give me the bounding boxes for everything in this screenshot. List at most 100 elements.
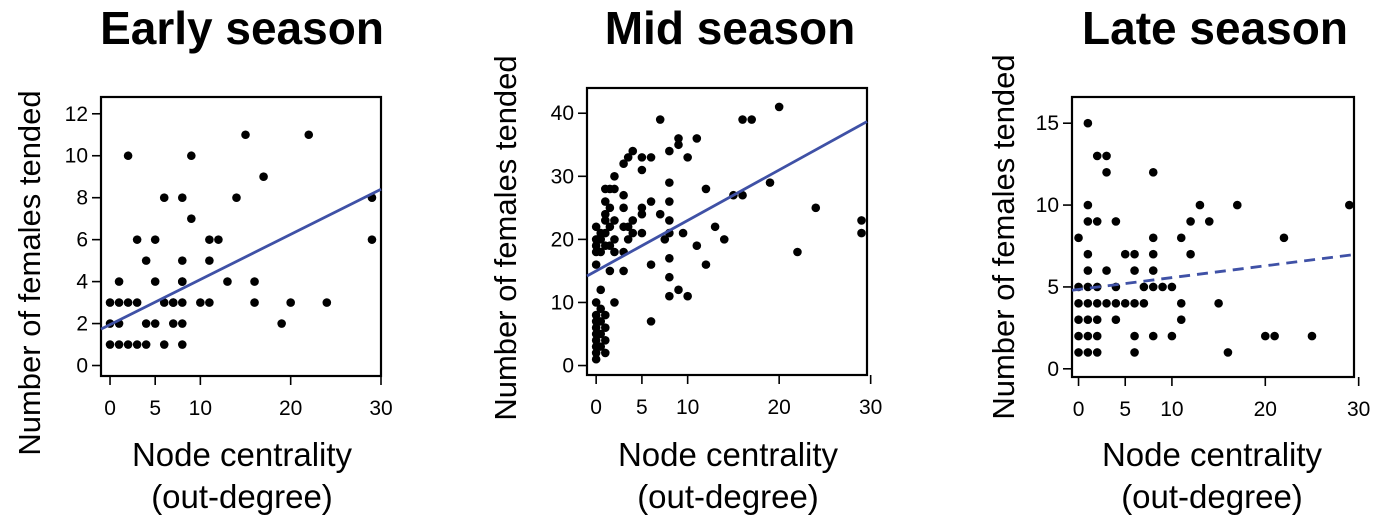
data-point	[177, 256, 187, 265]
y-tick-label: 0	[1047, 358, 1059, 381]
data-point	[1139, 299, 1149, 308]
plot-frame	[1070, 95, 1356, 379]
data-point	[601, 336, 610, 345]
data-point	[646, 260, 656, 269]
chart-title: Mid season	[605, 2, 856, 54]
data-point	[701, 260, 711, 269]
data-point	[141, 340, 151, 349]
data-point	[710, 222, 720, 232]
data-point	[637, 209, 647, 219]
data-points	[1074, 118, 1354, 357]
data-point	[619, 159, 628, 168]
mid-season-chart: Mid season Number of females tended Node…	[488, 2, 882, 515]
data-point	[132, 235, 142, 244]
data-point	[1139, 282, 1149, 292]
data-point	[619, 203, 628, 213]
x-tick-label: 0	[590, 396, 602, 419]
early-season-chart: Early season Number of females tended No…	[12, 2, 393, 515]
x-axis-label-line1: Node centrality	[618, 436, 839, 473]
axis-ticks: 0 5 10 20 30 0 2 4 6 8 10 12	[65, 103, 393, 420]
data-point	[214, 235, 223, 244]
data-point	[610, 172, 619, 181]
data-point	[701, 184, 711, 194]
data-point	[141, 319, 151, 328]
y-tick-label: 0	[76, 355, 88, 378]
y-tick-label: 8	[76, 187, 88, 210]
x-tick-label: 20	[1254, 398, 1277, 421]
data-point	[665, 197, 674, 206]
x-tick-label: 5	[1119, 398, 1131, 421]
data-point	[250, 277, 259, 286]
data-point	[1223, 348, 1233, 357]
data-point	[150, 235, 160, 244]
data-point	[1195, 200, 1205, 210]
fit-line	[100, 188, 382, 331]
data-point	[1083, 118, 1093, 128]
x-tick-label: 0	[1073, 398, 1085, 421]
data-point	[1092, 315, 1102, 324]
y-tick-label: 10	[551, 291, 574, 314]
data-point	[591, 354, 601, 364]
data-point	[619, 190, 628, 200]
data-point	[591, 222, 601, 232]
y-tick-label: 0	[562, 355, 574, 378]
data-point	[1111, 315, 1121, 324]
data-point	[605, 222, 615, 232]
data-point	[1232, 200, 1242, 210]
data-point	[1083, 249, 1093, 259]
data-point	[177, 298, 187, 307]
data-point	[738, 115, 747, 124]
data-point	[1102, 266, 1111, 275]
data-point	[1102, 151, 1111, 161]
data-point	[1092, 348, 1102, 357]
data-point	[1130, 299, 1139, 308]
data-point	[187, 214, 196, 223]
data-point	[1167, 331, 1177, 341]
data-point	[605, 241, 615, 250]
y-tick-label: 6	[76, 229, 88, 252]
x-tick-label: 0	[104, 397, 116, 420]
data-point	[655, 209, 665, 219]
data-point	[692, 241, 702, 250]
data-point	[596, 329, 606, 339]
data-point	[1148, 282, 1158, 292]
x-tick-label: 30	[859, 396, 882, 419]
data-point	[683, 153, 692, 162]
x-tick-label: 30	[1347, 398, 1370, 421]
data-point	[591, 298, 601, 307]
data-point	[601, 209, 610, 219]
data-point	[623, 153, 633, 162]
data-point	[601, 228, 610, 238]
data-point	[665, 216, 674, 225]
chart-title: Early season	[100, 2, 384, 54]
panel-mid-season: Mid season Number of females tended Node…	[460, 0, 920, 520]
data-point	[646, 317, 656, 326]
data-point	[1148, 168, 1158, 177]
data-point	[1279, 233, 1289, 243]
data-point	[114, 298, 124, 307]
data-point	[177, 193, 187, 202]
panel-late-season: Late season Number of females tended Nod…	[920, 0, 1380, 520]
data-point	[159, 193, 169, 202]
data-point	[105, 340, 115, 349]
data-point	[1148, 331, 1158, 341]
x-tick-label: 20	[767, 396, 790, 419]
data-point	[1083, 266, 1093, 275]
data-point	[1083, 331, 1093, 341]
data-point	[596, 304, 606, 314]
data-point	[596, 285, 606, 295]
data-point	[141, 256, 151, 265]
data-point	[591, 323, 601, 332]
data-point	[857, 216, 866, 225]
data-point	[637, 165, 647, 175]
data-point	[596, 247, 606, 257]
data-point	[177, 277, 187, 286]
data-point	[1102, 168, 1111, 177]
data-point	[591, 310, 601, 320]
data-point	[1148, 266, 1158, 275]
data-point	[623, 235, 633, 244]
data-point	[747, 115, 757, 124]
y-tick-label: 20	[551, 228, 574, 251]
data-point	[646, 197, 656, 206]
data-point	[1186, 217, 1195, 226]
